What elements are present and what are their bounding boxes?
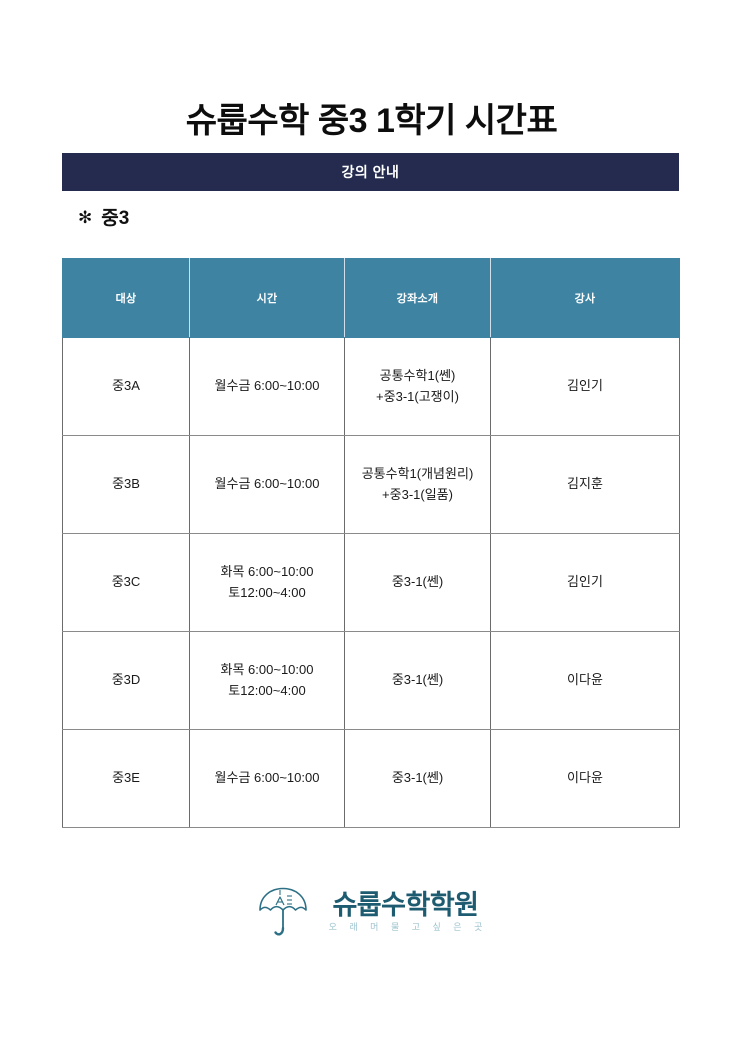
cell-time: 월수금 6:00~10:00 <box>189 729 345 828</box>
cell-target: 중3D <box>62 631 190 730</box>
cell-course-line: 중3-1(쎈) <box>391 672 444 688</box>
cell-time-line: 월수금 6:00~10:00 <box>214 476 320 492</box>
cell-teacher: 김인기 <box>490 533 680 632</box>
column-header-target: 대상 <box>62 258 190 338</box>
cell-course: 공통수학1(개념원리) +중3-1(일품) <box>344 435 491 534</box>
cell-target: 중3B <box>62 435 190 534</box>
cell-target: 중3C <box>62 533 190 632</box>
grade-section-label: 중3 <box>101 208 130 229</box>
column-header-teacher: 강사 <box>490 258 680 338</box>
cell-course-line: 공통수학1(쎈) <box>379 368 456 384</box>
table-row: 중3B 월수금 6:00~10:00 공통수학1(개념원리) +중3-1(일품) 김지훈 <box>62 435 680 534</box>
table-row: 중3A 월수금 6:00~10:00 공통수학1(쎈) +중3-1(고쟁이) 김인기 <box>62 337 680 436</box>
cell-time: 월수금 6:00~10:00 <box>189 337 345 436</box>
column-header-course: 강좌소개 <box>344 258 491 338</box>
cell-time-line: 월수금 6:00~10:00 <box>214 770 320 786</box>
cell-time: 화목 6:00~10:00 토12:00~4:00 <box>189 533 345 632</box>
cell-teacher: 이다윤 <box>490 729 680 828</box>
table-row: 중3C 화목 6:00~10:00 토12:00~4:00 중3-1(쎈) 김인기 <box>62 533 680 632</box>
cell-teacher: 김인기 <box>490 337 680 436</box>
cell-target: 중3E <box>62 729 190 828</box>
page-title: 슈룹수학 중3 1학기 시간표 <box>185 101 558 140</box>
cell-course-line: 공통수학1(개념원리) <box>361 466 474 482</box>
academy-logo: 슈룹수학학원 오 래 머 물 고 싶 은 곳 <box>0 884 743 940</box>
cell-time-line: 토12:00~4:00 <box>228 682 306 698</box>
cell-course-line: +중3-1(고쟁이) <box>376 388 459 404</box>
cell-time-line: 토12:00~4:00 <box>228 584 306 600</box>
logo-name: 슈룹수학학원 <box>332 890 479 920</box>
cell-course: 중3-1(쎈) <box>344 729 491 828</box>
cell-target: 중3A <box>62 337 190 436</box>
cell-course: 중3-1(쎈) <box>344 631 491 730</box>
logo-tagline: 오 래 머 물 고 싶 은 곳 <box>328 922 488 932</box>
table-row: 중3E 월수금 6:00~10:00 중3-1(쎈) 이다윤 <box>62 729 680 828</box>
cell-course-line: 중3-1(쎈) <box>391 574 444 590</box>
cell-time-line: 화목 6:00~10:00 <box>220 662 314 678</box>
table-row: 중3D 화목 6:00~10:00 토12:00~4:00 중3-1(쎈) 이다윤 <box>62 631 680 730</box>
cell-course: 공통수학1(쎈) +중3-1(고쟁이) <box>344 337 491 436</box>
cell-time: 화목 6:00~10:00 토12:00~4:00 <box>189 631 345 730</box>
section-banner: 강의 안내 <box>62 153 679 191</box>
umbrella-icon <box>256 884 310 940</box>
section-banner-label: 강의 안내 <box>341 164 400 180</box>
cell-time-line: 화목 6:00~10:00 <box>220 564 314 580</box>
table-header: 대상 시간 강좌소개 강사 <box>62 258 680 338</box>
grade-section-heading: ✻ 중3 <box>78 203 129 230</box>
asterisk-icon: ✻ <box>78 208 93 227</box>
cell-teacher: 김지훈 <box>490 435 680 534</box>
class-schedule-table: 대상 시간 강좌소개 강사 중3A 월수금 6:00~10:00 공통수학1(쎈) +… <box>62 258 680 828</box>
cell-course-line: 중3-1(쎈) <box>391 770 444 786</box>
cell-time: 월수금 6:00~10:00 <box>189 435 345 534</box>
cell-teacher: 이다윤 <box>490 631 680 730</box>
table-body: 중3A 월수금 6:00~10:00 공통수학1(쎈) +중3-1(고쟁이) 김인기 중3… <box>62 337 680 828</box>
cell-course-line: +중3-1(일품) <box>382 486 453 502</box>
table-header-row: 대상 시간 강좌소개 강사 <box>62 258 680 338</box>
column-header-time: 시간 <box>189 258 345 338</box>
cell-course: 중3-1(쎈) <box>344 533 491 632</box>
logo-text: 슈룹수학학원 오 래 머 물 고 싶 은 곳 <box>324 892 488 932</box>
cell-time-line: 월수금 6:00~10:00 <box>214 378 320 394</box>
